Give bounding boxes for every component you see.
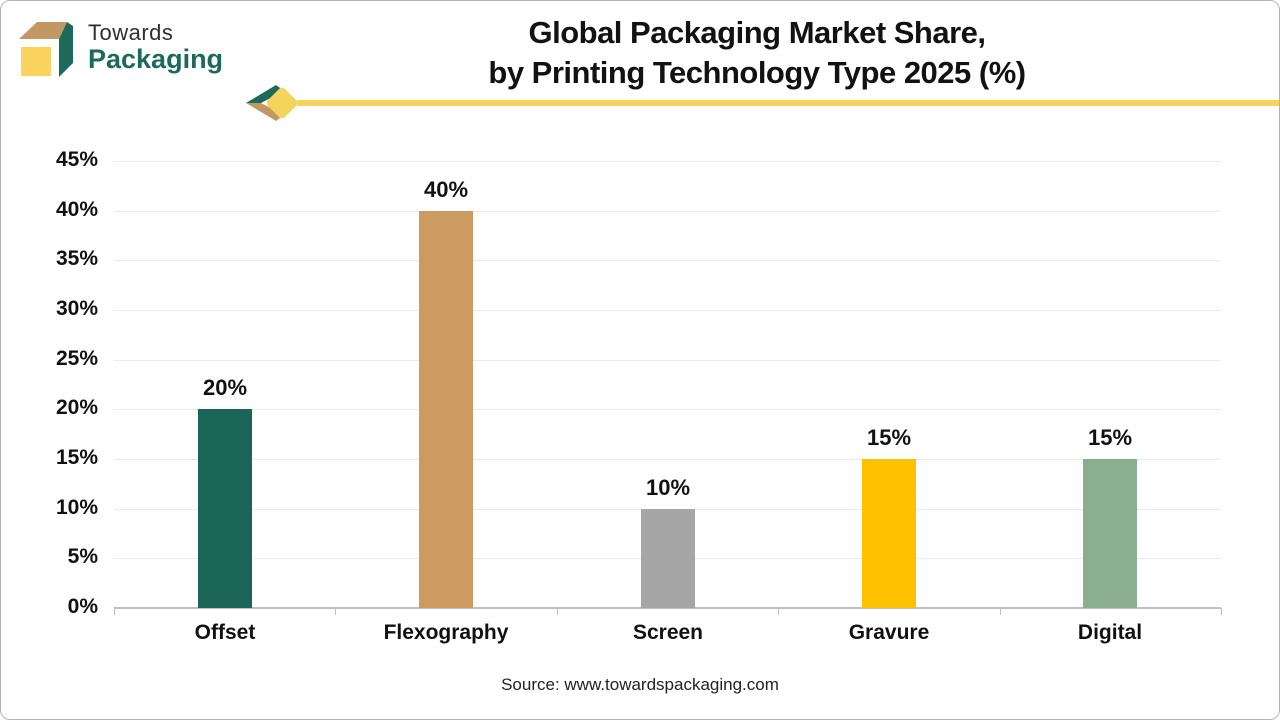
y-axis-tick-label: 25%: [55, 347, 98, 370]
divider-line: [297, 100, 1279, 106]
bar-value-label: 20%: [202, 375, 248, 400]
x-axis-tick: [335, 608, 336, 615]
bar-value-label: 15%: [866, 425, 912, 450]
bar-screen: [641, 509, 695, 608]
gridline: [114, 459, 1221, 460]
gridline: [114, 161, 1221, 162]
y-axis-tick-label: 0%: [67, 595, 98, 618]
gridline: [114, 260, 1221, 261]
logo-box-icon: [19, 22, 73, 77]
x-axis-tick: [1221, 608, 1222, 615]
y-axis-tick-label: 10%: [55, 496, 98, 519]
bar-value-label: 15%: [1087, 425, 1133, 450]
y-axis-tick-label: 30%: [55, 297, 98, 320]
x-axis-tick: [114, 608, 115, 615]
x-axis-label-flexography: Flexography: [383, 621, 509, 644]
x-axis-label-screen: Screen: [632, 621, 704, 644]
bar-value-label: 40%: [423, 177, 469, 202]
x-axis-tick: [778, 608, 779, 615]
bar-flexography: [419, 211, 473, 608]
chart-title: Global Packaging Market Share, by Printi…: [321, 13, 1193, 93]
x-axis-label-gravure: Gravure: [848, 621, 930, 644]
y-axis-tick-label: 40%: [55, 198, 98, 221]
chart-title-line1: Global Packaging Market Share,: [528, 15, 986, 50]
logo-text-towards: Towards: [88, 20, 174, 45]
x-axis-tick: [1000, 608, 1001, 615]
gridline: [114, 310, 1221, 311]
bar-offset: [198, 409, 252, 608]
bar-gravure: [862, 459, 916, 608]
divider-diamond-icon: [243, 81, 303, 130]
y-axis-tick-label: 5%: [67, 545, 98, 568]
logo: [15, 19, 77, 84]
x-axis-label-digital: Digital: [1077, 621, 1143, 644]
gridline: [114, 360, 1221, 361]
chart-title-line2: by Printing Technology Type 2025 (%): [488, 55, 1026, 90]
logo-text: Towards Packaging: [88, 20, 223, 74]
source-text: Source: www.towardspackaging.com: [501, 675, 779, 694]
x-axis-label-offset: Offset: [194, 621, 256, 644]
bar-value-label: 10%: [645, 475, 691, 500]
x-axis-line: [114, 607, 1221, 609]
y-axis-tick-label: 20%: [55, 396, 98, 419]
bar-digital: [1083, 459, 1137, 608]
gridline: [114, 409, 1221, 410]
x-axis-tick: [557, 608, 558, 615]
y-axis-tick-label: 35%: [55, 247, 98, 270]
y-axis-tick-label: 45%: [55, 148, 98, 171]
y-axis-tick-label: 15%: [55, 446, 98, 469]
logo-text-packaging: Packaging: [88, 44, 224, 74]
gridline: [114, 211, 1221, 212]
